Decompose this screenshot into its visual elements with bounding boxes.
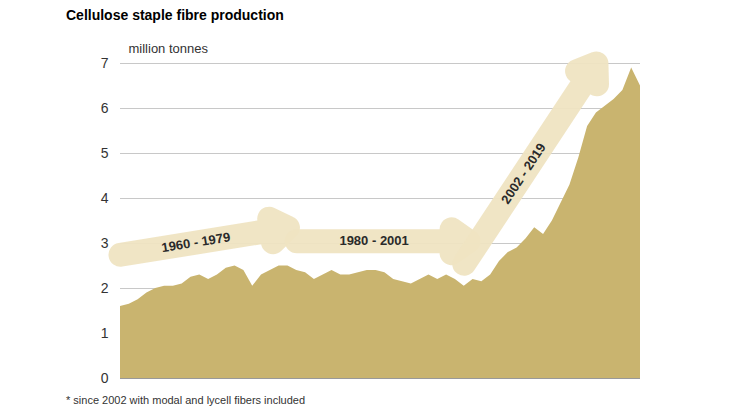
svg-text:0: 0 <box>101 370 109 386</box>
svg-text:million tonnes: million tonnes <box>129 41 209 56</box>
svg-text:2002 - 2019: 2002 - 2019 <box>498 140 549 206</box>
svg-text:1980 - 2001: 1980 - 2001 <box>339 233 408 248</box>
svg-text:5: 5 <box>101 145 109 161</box>
svg-text:1960 - 1979: 1960 - 1979 <box>160 229 231 255</box>
svg-text:7: 7 <box>101 55 109 71</box>
svg-text:3: 3 <box>101 235 109 251</box>
svg-text:6: 6 <box>101 100 109 116</box>
svg-text:2: 2 <box>101 280 109 296</box>
svg-text:4: 4 <box>101 190 109 206</box>
html-text:* since 2002 with modal and ly: * since 2002 with modal and lycell fiber… <box>66 394 306 406</box>
html-text:Cellulose staple fibre product: Cellulose staple fibre production <box>66 7 284 23</box>
svg-text:1: 1 <box>101 325 109 341</box>
